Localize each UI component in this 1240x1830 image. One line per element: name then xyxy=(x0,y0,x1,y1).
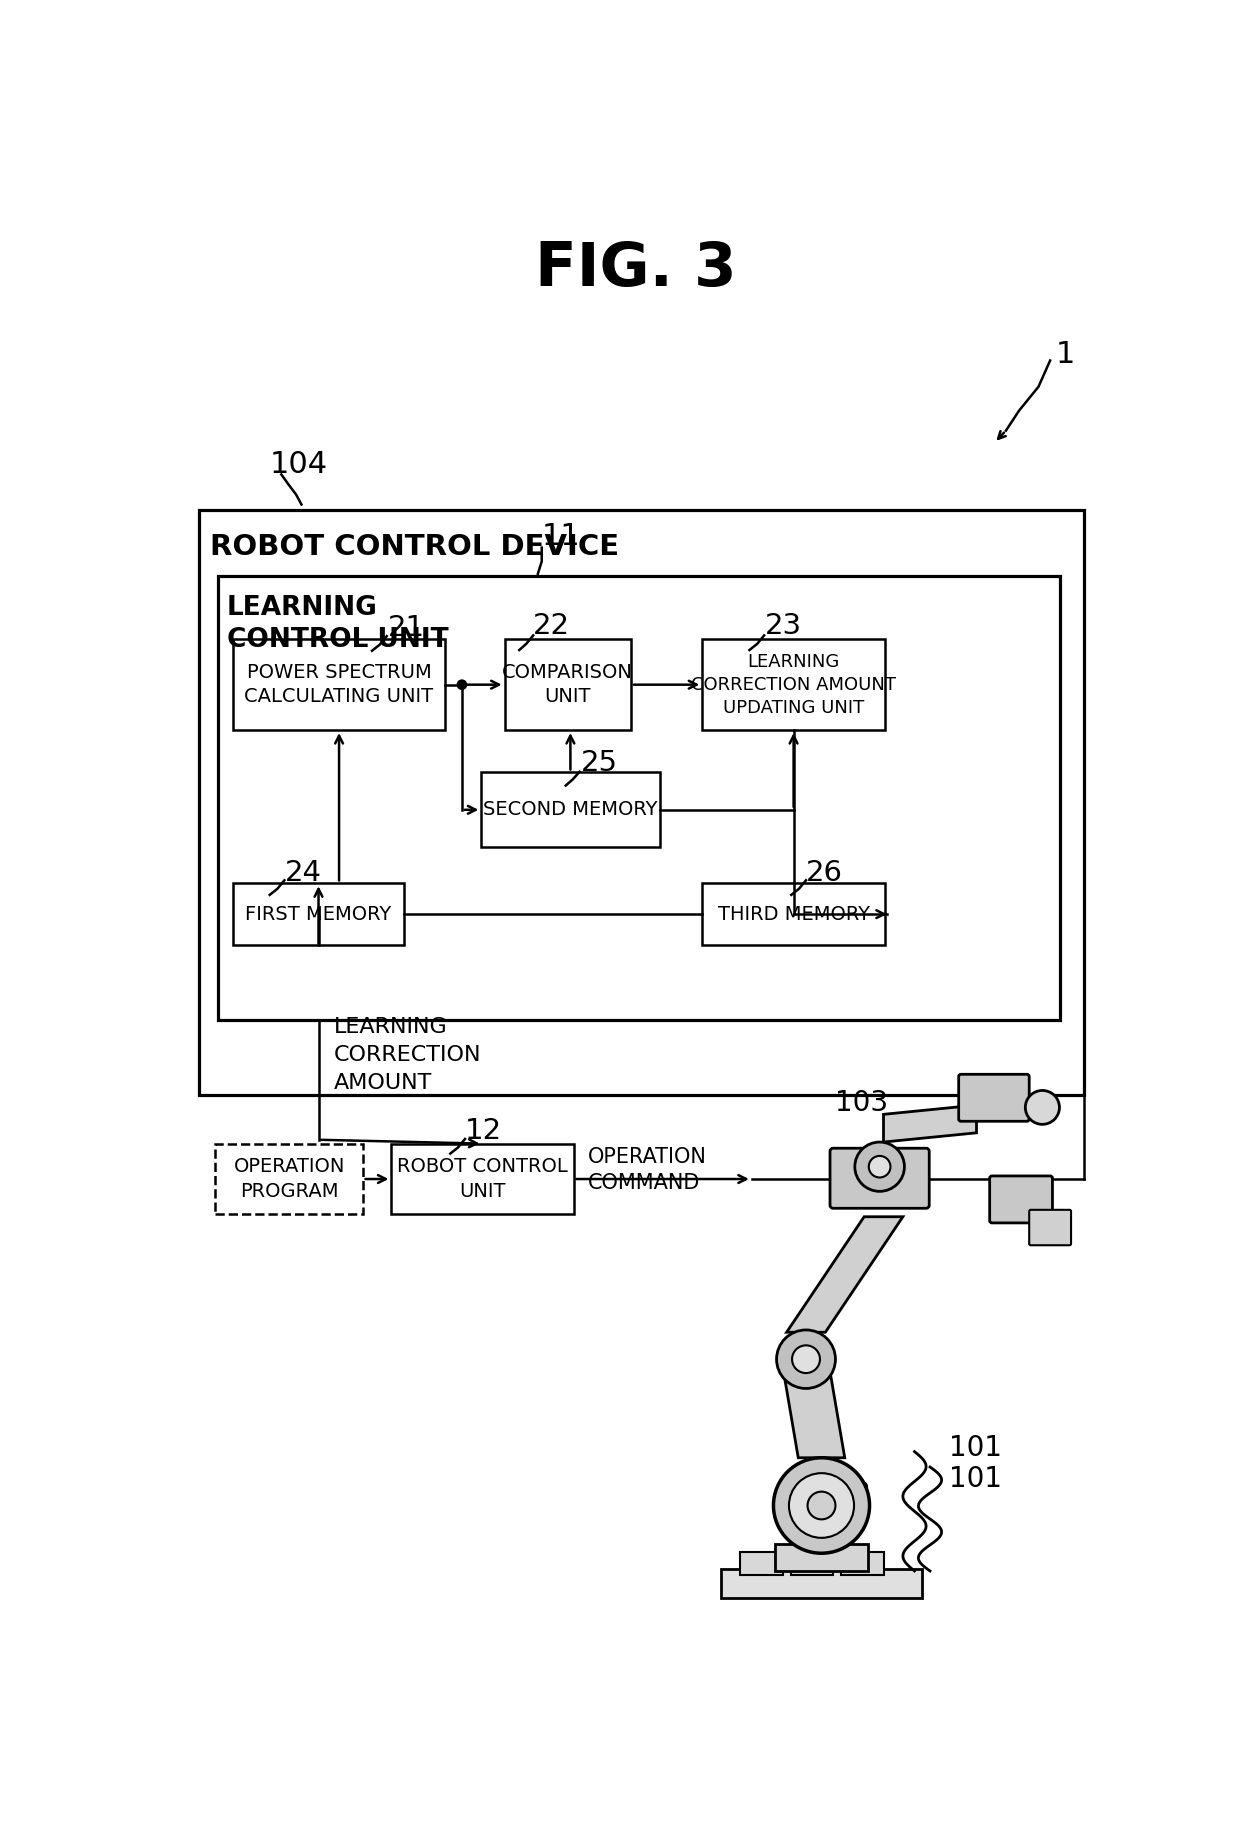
Polygon shape xyxy=(883,1105,977,1142)
FancyBboxPatch shape xyxy=(959,1074,1029,1122)
Bar xyxy=(218,576,1060,1021)
Text: LEARNING
CORRECTION AMOUNT
UPDATING UNIT: LEARNING CORRECTION AMOUNT UPDATING UNIT xyxy=(691,653,897,717)
Text: 24: 24 xyxy=(284,858,321,886)
Bar xyxy=(233,639,445,730)
Text: 11: 11 xyxy=(542,522,580,551)
Bar xyxy=(702,639,885,730)
Text: FIG. 3: FIG. 3 xyxy=(534,240,737,298)
Circle shape xyxy=(869,1157,890,1177)
Bar xyxy=(775,1545,868,1570)
Text: 101: 101 xyxy=(950,1464,1002,1493)
Text: THIRD MEMORY: THIRD MEMORY xyxy=(718,904,869,924)
Text: 22: 22 xyxy=(533,613,570,640)
Circle shape xyxy=(792,1345,820,1372)
Text: LEARNING
CONTROL UNIT: LEARNING CONTROL UNIT xyxy=(227,595,449,653)
Bar xyxy=(841,1552,883,1576)
FancyBboxPatch shape xyxy=(830,1147,929,1208)
Circle shape xyxy=(774,1459,869,1554)
Circle shape xyxy=(458,681,466,690)
Text: 103: 103 xyxy=(836,1089,889,1116)
Polygon shape xyxy=(786,1217,903,1332)
Circle shape xyxy=(789,1473,854,1537)
Text: 25: 25 xyxy=(580,748,618,778)
Text: 12: 12 xyxy=(465,1116,502,1144)
Text: SECOND MEMORY: SECOND MEMORY xyxy=(484,800,657,820)
Bar xyxy=(392,1144,573,1215)
Text: ROBOT CONTROL DEVICE: ROBOT CONTROL DEVICE xyxy=(210,533,619,562)
Text: LEARNING
CORRECTION
AMOUNT: LEARNING CORRECTION AMOUNT xyxy=(334,1017,481,1093)
Bar xyxy=(740,1552,782,1576)
Text: ROBOT CONTROL
UNIT: ROBOT CONTROL UNIT xyxy=(397,1157,568,1200)
FancyBboxPatch shape xyxy=(990,1177,1053,1222)
Bar xyxy=(720,1568,923,1598)
Bar xyxy=(233,884,404,944)
Polygon shape xyxy=(782,1367,844,1459)
Bar xyxy=(481,772,660,847)
Text: FIRST MEMORY: FIRST MEMORY xyxy=(246,904,392,924)
Text: COMPARISON
UNIT: COMPARISON UNIT xyxy=(502,662,634,706)
Text: 1: 1 xyxy=(1055,340,1075,370)
Text: 104: 104 xyxy=(270,450,327,479)
Bar xyxy=(505,639,631,730)
Text: POWER SPECTRUM
CALCULATING UNIT: POWER SPECTRUM CALCULATING UNIT xyxy=(244,662,434,706)
Bar xyxy=(702,884,885,944)
Circle shape xyxy=(776,1330,836,1389)
FancyBboxPatch shape xyxy=(1029,1210,1071,1244)
Circle shape xyxy=(854,1142,904,1191)
Text: 23: 23 xyxy=(765,613,802,640)
Bar xyxy=(791,1552,833,1576)
Bar xyxy=(200,511,1084,1094)
Text: OPERATION
PROGRAM: OPERATION PROGRAM xyxy=(233,1157,345,1200)
Text: 21: 21 xyxy=(388,613,425,642)
Text: 101: 101 xyxy=(950,1433,1002,1462)
Text: OPERATION
COMMAND: OPERATION COMMAND xyxy=(588,1147,707,1193)
Text: 102: 102 xyxy=(817,1480,870,1508)
Circle shape xyxy=(807,1491,836,1519)
Bar xyxy=(216,1144,362,1215)
Text: 26: 26 xyxy=(806,858,843,886)
Circle shape xyxy=(1025,1091,1059,1124)
